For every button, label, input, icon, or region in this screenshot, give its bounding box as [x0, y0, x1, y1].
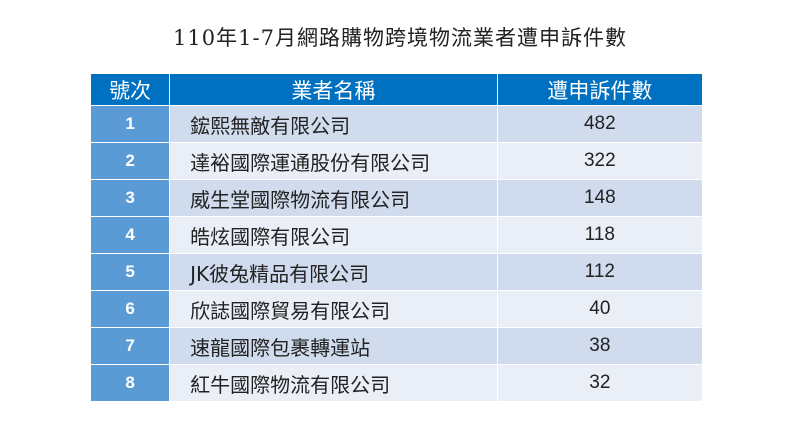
complaint-count: 40: [496, 290, 704, 328]
page-title: 110年1-7月網路購物跨境物流業者遭申訴件數: [173, 26, 627, 50]
table-row: 1 鋐熙無敵有限公司 482: [89, 105, 704, 143]
complaint-count: 482: [496, 105, 704, 143]
row-number: 6: [89, 290, 171, 328]
table-row: 6 欣誌國際貿易有限公司 40: [89, 290, 704, 328]
company-name: 皓炫國際有限公司: [169, 216, 498, 254]
table-header-row: 號次 業者名稱 遭申訴件數: [89, 73, 704, 106]
complaint-count: 322: [496, 142, 704, 180]
header-company-name: 業者名稱: [169, 73, 498, 106]
complaint-count: 148: [496, 179, 704, 217]
complaint-count: 118: [496, 216, 704, 254]
company-name: 速龍國際包裹轉運站: [169, 327, 498, 365]
header-complaint-count: 遭申訴件數: [496, 73, 704, 106]
table-row: 3 威生堂國際物流有限公司 148: [89, 179, 704, 217]
row-number: 2: [89, 142, 171, 180]
table-row: 5 JK彼兔精品有限公司 112: [89, 253, 704, 291]
complaint-count: 112: [496, 253, 704, 291]
company-name: 欣誌國際貿易有限公司: [169, 290, 498, 328]
table-row: 4 皓炫國際有限公司 118: [89, 216, 704, 254]
table-row: 2 達裕國際運通股份有限公司 322: [89, 142, 704, 180]
complaint-count: 32: [496, 364, 704, 402]
row-number: 7: [89, 327, 171, 365]
table-row: 7 速龍國際包裹轉運站 38: [89, 327, 704, 365]
row-number: 1: [89, 105, 171, 143]
row-number: 5: [89, 253, 171, 291]
complaints-table: 號次 業者名稱 遭申訴件數 1 鋐熙無敵有限公司 482 2 達裕國際運通股份有…: [89, 73, 704, 402]
company-name: 紅牛國際物流有限公司: [169, 364, 498, 402]
row-number: 8: [89, 364, 171, 402]
row-number: 4: [89, 216, 171, 254]
header-number: 號次: [89, 73, 171, 106]
company-name: 達裕國際運通股份有限公司: [169, 142, 498, 180]
company-name: 威生堂國際物流有限公司: [169, 179, 498, 217]
company-name: JK彼兔精品有限公司: [169, 253, 498, 291]
row-number: 3: [89, 179, 171, 217]
company-name: 鋐熙無敵有限公司: [169, 105, 498, 143]
table-row: 8 紅牛國際物流有限公司 32: [89, 364, 704, 402]
complaint-count: 38: [496, 327, 704, 365]
